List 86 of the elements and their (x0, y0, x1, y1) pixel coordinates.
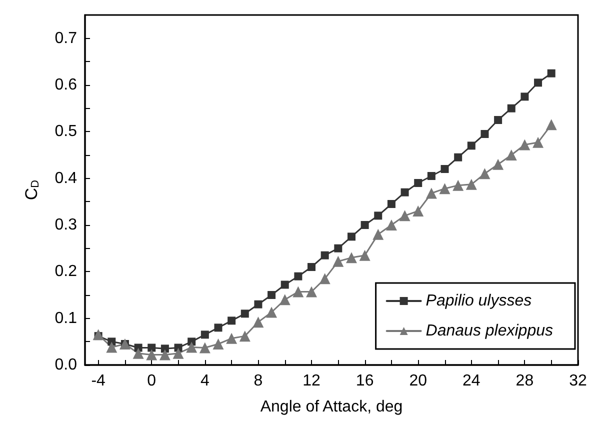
point (159, 349, 170, 360)
point (228, 316, 236, 325)
point (132, 348, 144, 359)
point (479, 168, 490, 180)
point (426, 188, 437, 199)
point (359, 250, 370, 261)
x-tick-label: 8 (254, 372, 263, 390)
point (414, 179, 422, 187)
point (279, 294, 290, 306)
x-tick-label: 20 (409, 372, 428, 390)
point (252, 316, 264, 328)
point (214, 324, 222, 332)
y-tick-label: 0.3 (54, 216, 78, 234)
point (506, 150, 517, 160)
point (174, 344, 182, 352)
point (294, 272, 302, 280)
point (467, 142, 476, 150)
point (480, 130, 489, 138)
point (546, 119, 557, 130)
x-tick-label: 28 (516, 372, 534, 390)
legend-label: Papilio ulysses (426, 292, 532, 310)
point (332, 256, 344, 267)
point (320, 251, 329, 260)
point (226, 332, 238, 344)
x-tick-label: 24 (462, 372, 480, 390)
point (148, 344, 156, 352)
point (454, 153, 462, 162)
point (292, 286, 304, 298)
point (387, 200, 396, 208)
legend-label: Danaus plexippus (426, 322, 554, 340)
point (427, 172, 436, 180)
x-tick-label: 0 (147, 372, 156, 390)
point (494, 116, 502, 124)
point (186, 342, 198, 353)
point (172, 348, 184, 359)
y-tick-label: 0.6 (54, 76, 78, 94)
point (268, 291, 276, 299)
y-tick-label: 0.2 (54, 263, 78, 280)
x-tick-label: 12 (302, 372, 321, 390)
y-tick-label: 0.7 (54, 30, 78, 47)
x-tick-label: 32 (569, 372, 587, 390)
point (520, 92, 529, 101)
point (374, 212, 382, 220)
y-axis-title: CD (22, 180, 42, 200)
point (92, 329, 104, 340)
point (452, 180, 464, 191)
point (106, 342, 118, 353)
point (547, 69, 556, 78)
point (266, 306, 278, 318)
x-tick-label: -4 (91, 372, 106, 390)
point (319, 273, 330, 284)
y-tick-label: 0.0 (54, 356, 78, 374)
point (212, 338, 224, 350)
point (280, 280, 289, 289)
point (519, 139, 530, 150)
x-axis-title: Angle of Attack, deg (260, 398, 403, 416)
point (306, 286, 318, 298)
point (240, 310, 249, 318)
point (439, 183, 450, 194)
point (534, 78, 542, 87)
point (532, 136, 544, 148)
point (347, 232, 356, 241)
point (239, 330, 250, 342)
point (146, 349, 158, 360)
point (412, 206, 424, 216)
point (507, 104, 516, 112)
point (254, 300, 262, 308)
y-tick-label: 0.5 (54, 123, 78, 140)
point (199, 342, 210, 354)
point (334, 244, 342, 252)
point (386, 220, 397, 230)
point (400, 188, 409, 196)
point (372, 228, 384, 240)
point (308, 263, 316, 271)
point (160, 344, 169, 353)
point (492, 158, 504, 170)
x-tick-label: 16 (356, 372, 374, 390)
y-tick-label: 0.1 (54, 310, 78, 327)
x-tick-label: 4 (200, 372, 210, 390)
point (200, 330, 209, 339)
point (440, 165, 449, 173)
point (360, 221, 369, 229)
point (466, 178, 477, 190)
y-tick-label: 0.4 (54, 170, 78, 187)
point (399, 210, 410, 222)
point (346, 252, 357, 264)
